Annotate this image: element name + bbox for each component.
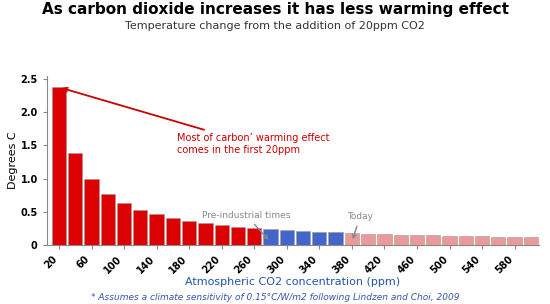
Bar bbox=[133, 210, 147, 245]
Bar bbox=[491, 237, 505, 245]
Bar bbox=[296, 231, 310, 245]
Bar bbox=[231, 226, 245, 245]
Y-axis label: Degrees C: Degrees C bbox=[8, 132, 18, 189]
Bar bbox=[52, 87, 66, 245]
Bar bbox=[199, 223, 212, 245]
Bar bbox=[377, 234, 392, 245]
Bar bbox=[263, 229, 278, 245]
Text: Most of carbon’ warming effect
comes in the first 20ppm: Most of carbon’ warming effect comes in … bbox=[64, 88, 329, 155]
Bar bbox=[117, 203, 131, 245]
Bar bbox=[410, 235, 424, 245]
Bar bbox=[328, 233, 343, 245]
Bar bbox=[459, 236, 473, 245]
Bar bbox=[166, 218, 180, 245]
Bar bbox=[84, 179, 98, 245]
Bar bbox=[524, 237, 538, 245]
Bar bbox=[475, 237, 489, 245]
Text: Temperature change from the addition of 20ppm CO2: Temperature change from the addition of … bbox=[125, 21, 425, 31]
Bar bbox=[214, 225, 229, 245]
Bar bbox=[394, 235, 408, 245]
Bar bbox=[182, 221, 196, 245]
X-axis label: Atmospheric CO2 concentration (ppm): Atmospheric CO2 concentration (ppm) bbox=[185, 277, 400, 287]
Bar bbox=[426, 235, 441, 245]
Bar bbox=[442, 236, 456, 245]
Text: Pre-industrial times: Pre-industrial times bbox=[202, 211, 290, 239]
Bar bbox=[101, 194, 115, 245]
Bar bbox=[312, 232, 327, 245]
Bar bbox=[279, 230, 294, 245]
Text: Today: Today bbox=[347, 212, 373, 238]
Bar bbox=[68, 153, 82, 245]
Text: As carbon dioxide increases it has less warming effect: As carbon dioxide increases it has less … bbox=[41, 2, 509, 16]
Bar bbox=[150, 214, 164, 245]
Bar bbox=[247, 228, 261, 245]
Bar bbox=[508, 237, 522, 245]
Text: * Assumes a climate sensitivity of 0.15°C/W/m2 following Lindzen and Choi, 2009: * Assumes a climate sensitivity of 0.15°… bbox=[91, 293, 459, 302]
Bar bbox=[361, 234, 375, 245]
Bar bbox=[345, 233, 359, 245]
